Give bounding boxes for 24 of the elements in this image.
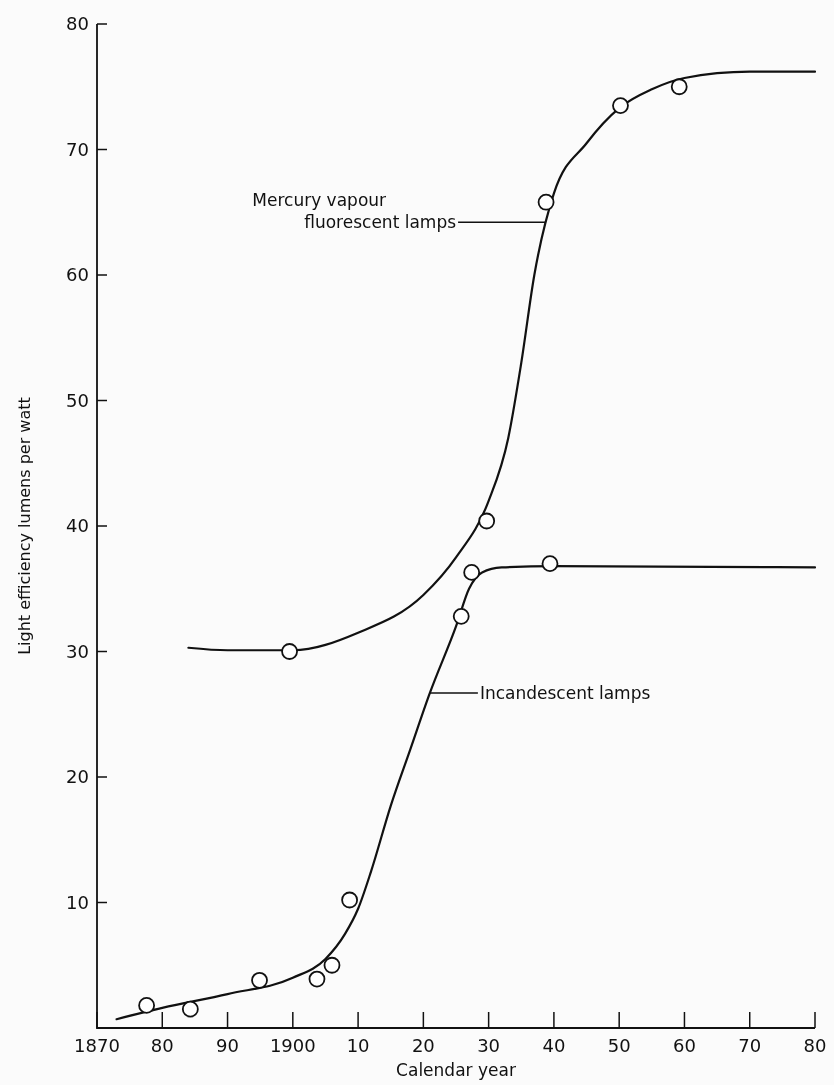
y-axis-title: Light efficiency lumens per watt <box>15 397 34 655</box>
x-tick-label: 1900 <box>269 1035 316 1056</box>
y-tick-label: 50 <box>66 389 89 411</box>
x-tick-label: 40 <box>542 1035 566 1056</box>
y-tick-label: 60 <box>66 264 89 285</box>
x-tick-label: 80 <box>803 1035 827 1056</box>
x-tick-label: 50 <box>607 1035 631 1056</box>
y-tick-label: 40 <box>66 515 89 536</box>
y-tick-label: 30 <box>66 640 89 662</box>
x-tick-label: 80 <box>150 1035 174 1056</box>
x-axis-title: Calendar year <box>396 1060 516 1080</box>
y-tick-label: 20 <box>66 766 89 787</box>
x-tick-label: 70 <box>738 1035 762 1056</box>
y-tick-label: 10 <box>66 891 89 913</box>
annotation: Mercury vapour fluorescent lamps <box>252 190 457 233</box>
x-tick-label: 1870 <box>74 1035 120 1056</box>
x-tick-label: 60 <box>673 1035 696 1056</box>
y-tick-label: 80 <box>66 13 89 34</box>
x-tick-label: 20 <box>411 1035 435 1056</box>
x-tick-label: 90 <box>216 1035 239 1056</box>
x-tick-label: 30 <box>477 1035 501 1056</box>
x-tick-label: 10 <box>346 1035 370 1056</box>
annotation: Incandescent lamps <box>479 682 651 703</box>
y-tick-label: 70 <box>66 138 89 160</box>
